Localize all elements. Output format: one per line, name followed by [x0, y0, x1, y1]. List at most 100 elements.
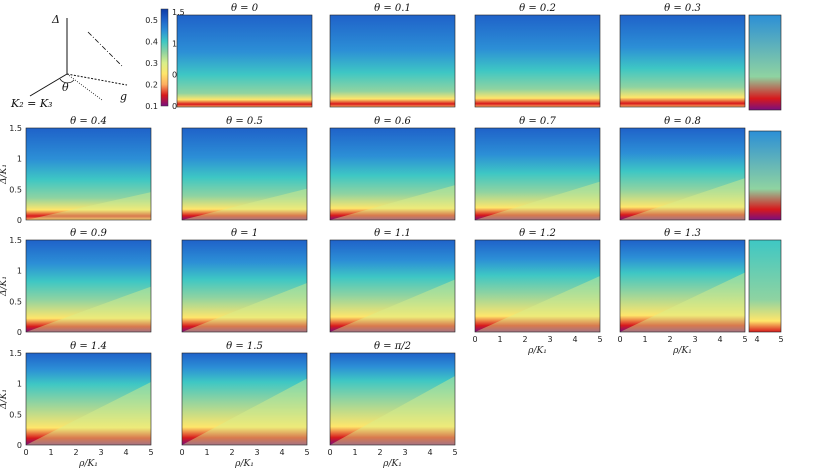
x-tick-label: 1 — [497, 335, 502, 344]
panel-frame — [25, 239, 152, 333]
x-tick-label: 4 — [427, 448, 432, 457]
x-tick-label: 2 — [522, 335, 527, 344]
panel-frame — [176, 14, 313, 108]
side-strip-panel — [748, 239, 782, 333]
schematic-label-theta: θ — [62, 81, 69, 94]
panel-title: θ = 0.9 — [70, 228, 107, 239]
heatmap-field — [26, 128, 151, 220]
side-strip-panel — [748, 130, 782, 221]
heatmap-panel: θ = 0.8 — [619, 116, 746, 221]
y-tick-label: 0.5 — [9, 297, 22, 306]
heatmap-field — [620, 128, 745, 220]
panel-frame — [619, 239, 746, 333]
y-axis-label: Δ/K₁ — [0, 389, 9, 410]
panel-title: θ = 1.5 — [226, 341, 263, 352]
heatmap-panel: θ = 0 — [176, 3, 313, 108]
x-axis-label: ρ/K₁ — [78, 459, 98, 468]
heatmap-panel: θ = 1.4 0 0.5 1 1.5 Δ/K₁ 0 1 2 3 4 5 ρ/K₁ — [0, 341, 154, 468]
x-tick-label: 4 — [123, 448, 128, 457]
x-tick-label: 1 — [204, 448, 209, 457]
x-tick-label: 3 — [692, 335, 697, 344]
x-tick-label: 2 — [73, 448, 78, 457]
heatmap-field — [330, 353, 455, 445]
heatmap-field — [182, 128, 307, 220]
ordered-region — [26, 286, 151, 332]
heatmap-field — [182, 240, 307, 332]
panel-title: θ = 0.2 — [519, 3, 556, 14]
heatmap-panel: θ = 0.6 — [329, 116, 456, 221]
colorbar-tick-label: 0.5 — [145, 16, 158, 25]
panel-title: θ = 1 — [231, 228, 258, 239]
x-tick-label: 1 — [642, 335, 647, 344]
ordered-region — [330, 279, 455, 332]
y-axis-label: Δ/K₁ — [0, 164, 9, 185]
panel-frame — [329, 352, 456, 446]
heatmap-panel: θ = 0.4 0 0.5 1 1.5 Δ/K₁ — [0, 116, 152, 225]
colorbar-gradient — [160, 8, 169, 107]
panel-frame — [329, 239, 456, 333]
y-tick-label: 1 — [17, 155, 22, 164]
colorbar-tick-label: 0.3 — [145, 59, 158, 68]
heatmap-field — [330, 240, 455, 332]
heatmap-field — [475, 15, 600, 107]
heatmap-field — [330, 15, 455, 107]
panel-frame — [619, 14, 746, 108]
schematic-label-delta: Δ — [51, 13, 60, 26]
heatmap-panel: θ = 1.2 0 1 2 3 4 5 ρ/K₁ — [472, 228, 602, 356]
x-tick-label: 5 — [148, 448, 153, 457]
x-tick-label: 5 — [778, 335, 783, 344]
panel-title: θ = 1.2 — [519, 228, 556, 239]
heatmap-field — [182, 353, 307, 445]
parameter-schematic: Δ θ K₂ = K₃ g — [10, 13, 128, 110]
y-tick-label: 0.5 — [9, 185, 22, 194]
heatmap-panels: θ = 0 θ = 0.1 θ = 0.2 θ = 0.3 θ = 0.4 0 0.5 1 1.… — [0, 3, 784, 468]
heatmap-panel: θ = 0.7 — [474, 116, 601, 221]
heatmap-panel: θ = 0.5 — [181, 116, 308, 221]
x-tick-label: 3 — [547, 335, 552, 344]
panel-title: θ = 0.4 — [70, 116, 107, 127]
x-tick-label: 3 — [98, 448, 103, 457]
ordered-region — [26, 192, 151, 220]
heatmap-field — [177, 15, 312, 107]
panel-title: θ = 0 — [231, 3, 259, 14]
ordered-region — [182, 283, 307, 332]
panel-title: θ = 1.4 — [70, 341, 107, 352]
x-tick-label: 2 — [229, 448, 234, 457]
x-tick-label: 4 — [754, 335, 759, 344]
ordered-region — [475, 181, 600, 220]
x-tick-label: 0 — [179, 448, 184, 457]
heatmap-panel: θ = 1.5 0 1 2 3 4 5 ρ/K₁ — [179, 341, 309, 468]
ordered-region — [475, 276, 600, 332]
y-tick-label: 0.5 — [9, 410, 22, 419]
heatmap-panel: θ = 0.9 0 0.5 1 1.5 Δ/K₁ — [0, 228, 152, 337]
x-tick-label: 0 — [23, 448, 28, 457]
side-strip-panel — [748, 14, 782, 111]
panel-frame — [474, 127, 601, 221]
colorbar-right-tick-label: 1.5 — [172, 8, 185, 17]
colorbar-right-tick-label: 0 — [172, 102, 177, 111]
x-tick-label: 1 — [48, 448, 53, 457]
x-axis-label: ρ/K₁ — [672, 346, 692, 356]
x-tick-label: 2 — [377, 448, 382, 457]
panel-frame — [329, 127, 456, 221]
ordered-region — [330, 185, 455, 220]
x-tick-label: 1 — [352, 448, 357, 457]
colorbar-right-tick-label: 1 — [172, 39, 177, 48]
y-tick-label: 1 — [17, 267, 22, 276]
panel-title: θ = 0.5 — [226, 116, 263, 127]
heatmap-field — [475, 240, 600, 332]
x-tick-label: 0 — [327, 448, 332, 457]
x-axis-label: ρ/K₁ — [382, 459, 402, 468]
heatmap-panel: θ = 1 — [181, 228, 308, 333]
colorbar-tick-label: 0.4 — [145, 38, 158, 47]
x-tick-label: 5 — [597, 335, 602, 344]
x-tick-label: 5 — [304, 448, 309, 457]
panel-title: θ = 1.1 — [374, 228, 411, 239]
y-tick-label: 0 — [17, 216, 22, 225]
y-tick-label: 0 — [17, 328, 22, 337]
heatmap-field — [620, 240, 745, 332]
x-axis-label: ρ/K₁ — [234, 459, 254, 468]
heatmap-panel: θ = 0.2 — [474, 3, 601, 108]
y-tick-label: 1.5 — [9, 124, 22, 133]
